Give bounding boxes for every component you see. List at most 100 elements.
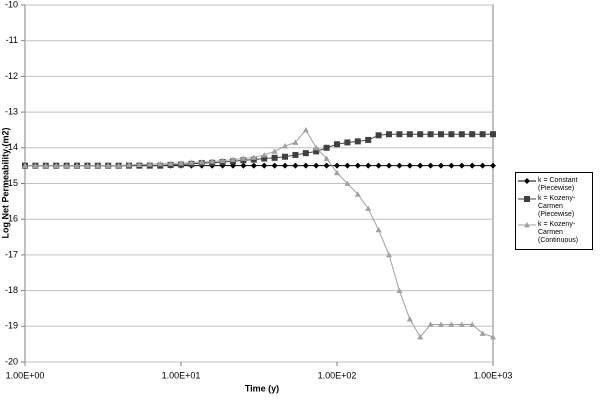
marker	[240, 162, 247, 169]
marker	[323, 162, 330, 169]
marker	[344, 162, 351, 169]
marker	[250, 154, 257, 160]
x-tick-label: 1.00E+02	[318, 370, 357, 380]
y-tick-label: -19	[5, 321, 18, 331]
legend-symbol	[518, 196, 536, 202]
marker	[469, 131, 476, 138]
marker	[448, 162, 455, 169]
marker	[479, 162, 486, 169]
marker	[219, 157, 226, 164]
marker	[53, 162, 60, 169]
marker	[427, 131, 434, 138]
marker	[334, 141, 340, 148]
marker	[94, 162, 101, 169]
marker	[438, 162, 445, 169]
marker	[32, 162, 39, 169]
legend-symbol	[518, 222, 536, 228]
marker	[271, 154, 278, 161]
marker	[282, 162, 289, 169]
marker	[385, 251, 392, 258]
marker	[354, 138, 361, 145]
marker	[282, 143, 289, 149]
y-tick-label: -13	[5, 106, 18, 116]
marker	[448, 321, 455, 327]
x-axis-label: Time (y)	[245, 383, 279, 393]
y-tick-label: -12	[5, 71, 18, 81]
marker	[261, 155, 268, 162]
marker	[458, 131, 465, 138]
series-line	[25, 129, 494, 338]
marker	[188, 159, 195, 165]
y-tick-label: -11	[6, 35, 18, 45]
marker	[490, 162, 496, 169]
marker	[302, 126, 309, 133]
marker	[406, 316, 413, 322]
y-tick-label: -16	[5, 214, 18, 224]
marker	[313, 148, 320, 155]
marker	[438, 131, 445, 138]
marker	[396, 162, 403, 169]
marker	[198, 159, 205, 165]
marker	[313, 162, 320, 169]
marker	[365, 162, 372, 169]
marker	[479, 131, 486, 138]
marker	[365, 136, 372, 143]
marker	[375, 132, 382, 139]
marker	[209, 158, 216, 164]
legend-label: k = Kozeny-Carmen (Piecewise)	[538, 195, 576, 218]
legend: k = Constant (Piecewise) k = Kozeny-Carme…	[515, 172, 593, 250]
marker	[323, 155, 330, 161]
y-tick-label: -14	[5, 142, 18, 152]
marker	[385, 131, 392, 138]
y-tick-label: -15	[5, 178, 18, 188]
marker	[524, 222, 530, 228]
marker	[406, 131, 413, 138]
marker	[292, 151, 299, 158]
marker	[448, 131, 455, 138]
y-tick-label: -20	[5, 356, 18, 366]
marker	[354, 191, 361, 197]
marker	[427, 321, 434, 327]
marker	[261, 151, 268, 158]
marker	[365, 205, 372, 211]
marker	[146, 161, 153, 167]
marker	[469, 321, 476, 327]
marker	[417, 162, 424, 169]
marker	[490, 131, 496, 138]
x-tick-label: 1.00E+03	[474, 370, 513, 380]
marker	[282, 153, 289, 160]
legend-label: k = Constant (Piecewise)	[538, 177, 578, 192]
marker	[344, 139, 351, 146]
marker	[292, 139, 299, 145]
x-tick-label: 1.00E+00	[6, 370, 45, 380]
marker	[375, 162, 382, 169]
marker	[167, 160, 174, 166]
marker	[417, 334, 424, 340]
legend-item: k = Constant (Piecewise)	[516, 177, 592, 193]
marker	[73, 162, 80, 169]
marker	[84, 162, 91, 169]
marker	[469, 162, 476, 169]
marker	[261, 162, 268, 169]
marker	[427, 162, 434, 169]
marker	[105, 162, 112, 169]
y-tick-label: -17	[5, 249, 18, 259]
marker	[240, 155, 247, 161]
marker	[42, 162, 49, 169]
marker	[136, 161, 143, 167]
marker	[458, 162, 465, 169]
marker	[524, 196, 530, 202]
marker	[385, 162, 392, 169]
marker	[344, 180, 351, 186]
legend-item: k = Kozeny-Carmen (Piecewise)	[516, 195, 592, 219]
marker	[524, 178, 530, 184]
marker	[396, 287, 403, 293]
y-axis-label: Log Net Permeability (m2)	[0, 127, 10, 238]
marker	[302, 162, 309, 169]
legend-item: k = Kozeny-Carmen (Continuous)	[516, 221, 592, 245]
marker	[479, 330, 486, 336]
marker	[334, 162, 340, 169]
marker	[126, 161, 133, 168]
